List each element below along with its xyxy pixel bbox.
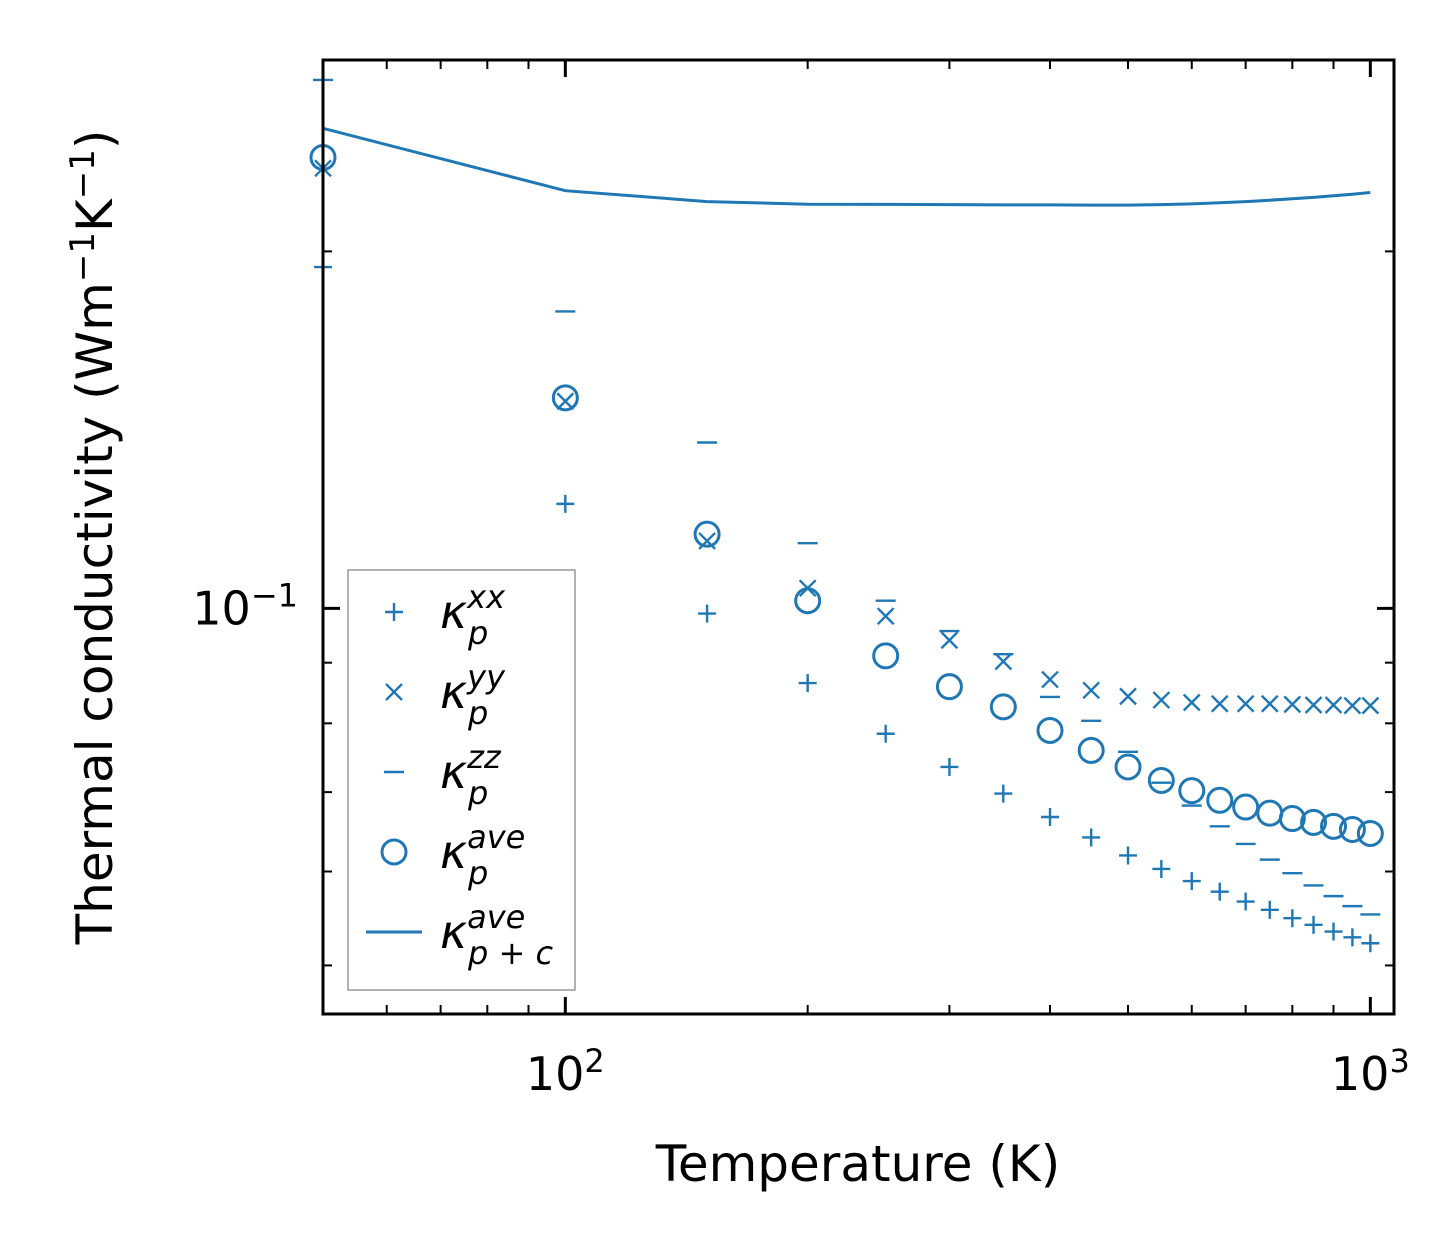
data-point [1152, 691, 1171, 709]
legend-marker [380, 838, 408, 866]
data-point [1232, 793, 1260, 821]
data-point [1324, 922, 1343, 941]
data-point [1278, 805, 1306, 833]
data-point [1206, 786, 1234, 814]
data-point [1343, 696, 1362, 715]
x-axis-label: Temperature (K) [655, 1135, 1060, 1193]
data-point [1324, 696, 1343, 714]
data-point [989, 693, 1017, 721]
data-point [1041, 670, 1059, 689]
data-point [876, 607, 895, 626]
data-point [935, 673, 963, 701]
plot-area [309, 78, 1384, 953]
data-point [876, 724, 895, 743]
data-point [1077, 736, 1105, 764]
data-point [1036, 716, 1064, 744]
data-point [1182, 872, 1201, 891]
series-kappa_p+c_ave [322, 126, 1371, 207]
data-point [698, 604, 717, 623]
series-layer [309, 78, 1384, 953]
data-point [1152, 859, 1171, 878]
data-point [551, 384, 579, 412]
series-kappa_p_ave [309, 143, 1384, 847]
data-point [1082, 828, 1101, 847]
legend-marker [385, 603, 403, 621]
data-point [994, 652, 1013, 671]
legend-entry: κzz p [384, 738, 502, 812]
data-point [1343, 928, 1362, 947]
series-kappa_p_zz [313, 78, 1381, 916]
data-point [1356, 819, 1384, 847]
data-point [940, 631, 959, 650]
data-point [556, 494, 575, 513]
major-ticks [323, 60, 1394, 1014]
data-point [1119, 846, 1138, 865]
legend-label: κzz p [440, 738, 502, 812]
data-point [872, 642, 900, 670]
y-tick-label: 10−1 [192, 576, 298, 635]
x-tick-label: 103 [1331, 1042, 1410, 1101]
legend-label: κave p [440, 818, 525, 892]
data-point [798, 674, 817, 693]
y-tick-labels: 10−1 [192, 576, 298, 635]
data-point [1236, 892, 1255, 911]
series-kappa_p_xx [314, 258, 1380, 953]
data-point [994, 784, 1013, 803]
legend-entry: κxx p [385, 578, 506, 652]
data-point [1082, 681, 1101, 700]
legend-label: κyy p [440, 658, 506, 732]
data-point [940, 757, 959, 776]
data-point [1040, 807, 1059, 826]
legend-marker [385, 683, 403, 701]
data-point [1210, 694, 1229, 713]
data-point [1178, 777, 1206, 805]
data-point [1256, 799, 1284, 827]
data-point [1283, 909, 1302, 928]
data-point [1182, 693, 1201, 712]
legend-entry: κyy p [385, 658, 506, 732]
data-point [556, 392, 575, 411]
legend-label: κave p + c [440, 898, 553, 972]
legend-label: κxx p [440, 578, 506, 652]
data-point [1304, 915, 1323, 934]
legend-entry: κave p [380, 818, 525, 892]
data-point [1361, 696, 1380, 715]
legend-entry: κave p + c [366, 898, 553, 972]
data-point [1119, 687, 1137, 706]
data-point [693, 520, 721, 548]
data-point [1260, 900, 1279, 919]
x-tick-label: 102 [526, 1042, 605, 1101]
x-tick-labels: 102 103 [526, 1042, 1410, 1101]
series-line [322, 126, 1371, 207]
data-point [1361, 934, 1380, 953]
data-point [1304, 696, 1323, 714]
data-point [1300, 808, 1328, 836]
y-axis-label: Thermal conductivity (Wm−1K−1) [63, 130, 124, 946]
data-point [1320, 812, 1348, 840]
data-point [1283, 695, 1302, 714]
series-kappa_p_yy [314, 159, 1380, 715]
data-point [794, 587, 822, 615]
data-point [1147, 766, 1175, 794]
data-point [1260, 694, 1279, 713]
data-point [1338, 815, 1366, 843]
data-point [1114, 753, 1142, 781]
legend-box [347, 569, 576, 991]
data-point [1236, 694, 1255, 713]
plot-frame [321, 58, 1396, 1016]
data-point [1210, 882, 1229, 901]
